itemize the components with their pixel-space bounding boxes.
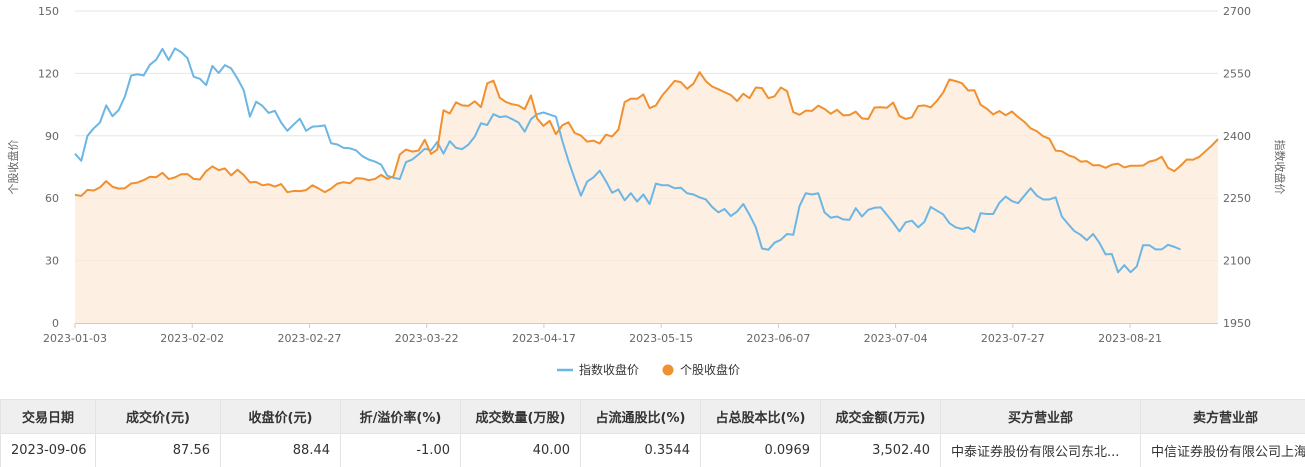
x-tick-label: 2023-01-03 [43, 332, 107, 345]
x-tick-label: 2023-07-27 [981, 332, 1045, 345]
col-header-volume[interactable]: 成交数量(万股) [460, 399, 581, 434]
y-left-tick-label: 30 [45, 255, 59, 268]
x-tick-label: 2023-05-15 [629, 332, 693, 345]
y-right-tick-label: 2700 [1223, 5, 1251, 18]
cell-buyer-branch[interactable]: 中泰证券股份有限公司东北... [940, 433, 1141, 467]
col-header-close-price[interactable]: 收盘价(元) [220, 399, 341, 434]
legend[interactable]: 指数收盘价 个股收盘价 [557, 362, 740, 377]
table-header-row: 交易日期 成交价(元) 收盘价(元) 折/溢价率(%) 成交数量(万股) 占流通… [0, 399, 1305, 434]
cell-trade-date: 2023-09-06 [0, 433, 96, 467]
col-header-seller-branch[interactable]: 卖方营业部 [1140, 399, 1305, 434]
legend-stock-swatch [662, 364, 674, 376]
y-left-tick-label: 150 [38, 5, 59, 18]
series-lines [74, 47, 1219, 274]
cell-premium-rate: -1.00 [340, 433, 461, 467]
index-price-line [74, 47, 1181, 274]
col-header-total-share-ratio[interactable]: 占总股本比(%) [700, 399, 821, 434]
col-header-premium-rate[interactable]: 折/溢价率(%) [340, 399, 461, 434]
legend-stock-label: 个股收盘价 [680, 362, 740, 377]
y-left-tick-label: 120 [38, 67, 59, 80]
col-header-trade-date[interactable]: 交易日期 [0, 399, 96, 434]
y-right-tick-label: 1950 [1223, 317, 1251, 330]
x-tick-label: 2023-06-07 [746, 332, 810, 345]
x-tick-label: 2023-07-04 [864, 332, 928, 345]
col-header-float-share-ratio[interactable]: 占流通股比(%) [580, 399, 701, 434]
y-left-tick-label: 90 [45, 130, 59, 143]
stock-price-line [74, 71, 1219, 197]
y-right-axis-title: 指数收盘价 [1273, 140, 1287, 195]
x-tick-label: 2023-08-21 [1098, 332, 1162, 345]
y-left-axis-title: 个股收盘价 [6, 140, 20, 195]
y-right-tick-label: 2550 [1223, 67, 1251, 80]
y-right-tick-label: 2100 [1223, 255, 1251, 268]
y-right-tick-label: 2250 [1223, 192, 1251, 205]
block-trade-table: 交易日期 成交价(元) 收盘价(元) 折/溢价率(%) 成交数量(万股) 占流通… [0, 399, 1305, 467]
y-left-tick-label: 0 [52, 317, 59, 330]
table-row: 2023-09-06 87.56 88.44 -1.00 40.00 0.354… [0, 433, 1305, 467]
x-tick-label: 2023-02-02 [160, 332, 224, 345]
cell-volume: 40.00 [460, 433, 581, 467]
legend-item-stock[interactable]: 个股收盘价 [662, 362, 741, 377]
cell-close-price: 88.44 [220, 433, 341, 467]
price-chart: 0 1950 30 2100 60 2250 90 2400 120 2550 150 2700 202… [6, 5, 1287, 377]
x-tick-label: 2023-04-17 [512, 332, 576, 345]
legend-index-label: 指数收盘价 [579, 362, 639, 377]
col-header-amount[interactable]: 成交金额(万元) [820, 399, 941, 434]
trade-table: 交易日期 成交价(元) 收盘价(元) 折/溢价率(%) 成交数量(万股) 占流通… [0, 399, 1305, 467]
y-right-tick-label: 2400 [1223, 130, 1251, 143]
cell-deal-price: 87.56 [95, 433, 221, 467]
col-header-buyer-branch[interactable]: 买方营业部 [940, 399, 1141, 434]
axes: 0 1950 30 2100 60 2250 90 2400 120 2550 150 2700 202… [38, 5, 1251, 345]
col-header-deal-price[interactable]: 成交价(元) [95, 399, 221, 434]
x-tick-label: 2023-03-22 [395, 332, 459, 345]
cell-seller-branch[interactable]: 中信证券股份有限公司上海 [1140, 433, 1305, 467]
y-left-tick-label: 60 [45, 192, 59, 205]
legend-item-index[interactable]: 指数收盘价 [557, 362, 639, 377]
chart-area: 0 1950 30 2100 60 2250 90 2400 120 2550 150 2700 202… [6, 5, 1287, 377]
x-tick-label: 2023-02-27 [277, 332, 341, 345]
cell-float-share-ratio: 0.3544 [580, 433, 701, 467]
cell-total-share-ratio: 0.0969 [700, 433, 821, 467]
cell-amount: 3,502.40 [820, 433, 941, 467]
